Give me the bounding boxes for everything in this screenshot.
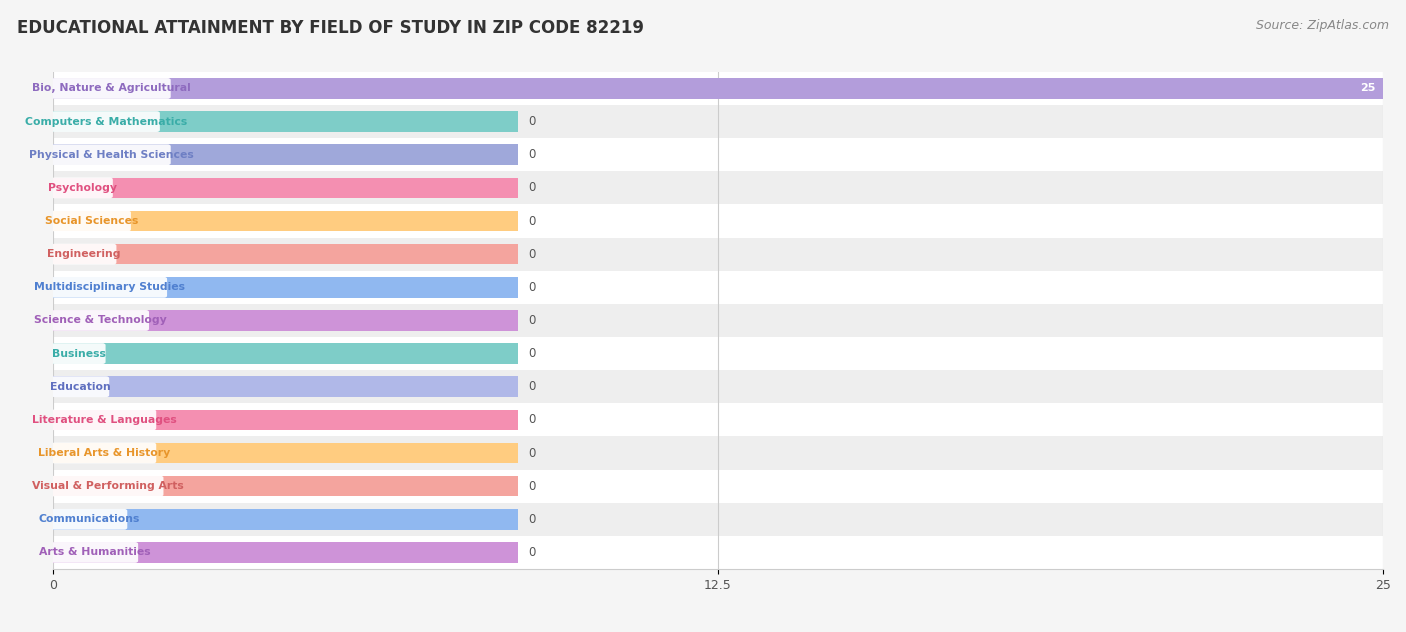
- Text: 0: 0: [527, 281, 536, 294]
- Bar: [52, 210, 519, 231]
- Text: 0: 0: [527, 546, 536, 559]
- Text: 0: 0: [527, 513, 536, 526]
- Bar: [52, 437, 1384, 470]
- FancyBboxPatch shape: [52, 542, 138, 563]
- FancyBboxPatch shape: [52, 310, 149, 331]
- Bar: [52, 111, 519, 132]
- Text: 0: 0: [527, 181, 536, 195]
- Bar: [52, 470, 1384, 502]
- FancyBboxPatch shape: [52, 410, 156, 430]
- Bar: [52, 370, 1384, 403]
- Text: 25: 25: [1360, 83, 1375, 94]
- Text: Liberal Arts & History: Liberal Arts & History: [38, 448, 170, 458]
- Bar: [52, 78, 1384, 99]
- Text: Arts & Humanities: Arts & Humanities: [39, 547, 150, 557]
- Bar: [52, 343, 519, 364]
- Text: Social Sciences: Social Sciences: [45, 216, 138, 226]
- FancyBboxPatch shape: [52, 144, 170, 165]
- FancyBboxPatch shape: [52, 111, 160, 132]
- Text: Business: Business: [52, 349, 105, 358]
- Bar: [52, 542, 519, 562]
- Text: Communications: Communications: [39, 514, 141, 525]
- Bar: [52, 509, 519, 530]
- FancyBboxPatch shape: [52, 376, 110, 397]
- Bar: [52, 178, 519, 198]
- Bar: [52, 105, 1384, 138]
- Text: 0: 0: [527, 480, 536, 493]
- Text: Literature & Languages: Literature & Languages: [31, 415, 176, 425]
- Bar: [52, 204, 1384, 238]
- Text: Computers & Mathematics: Computers & Mathematics: [24, 116, 187, 126]
- Bar: [52, 171, 1384, 204]
- Bar: [52, 403, 1384, 437]
- Text: 0: 0: [527, 248, 536, 260]
- Text: Education: Education: [51, 382, 111, 392]
- Bar: [52, 270, 1384, 304]
- Bar: [52, 277, 519, 298]
- Bar: [52, 244, 519, 264]
- Bar: [52, 145, 519, 165]
- Bar: [52, 304, 1384, 337]
- Bar: [52, 72, 1384, 105]
- Bar: [52, 410, 519, 430]
- Bar: [52, 443, 519, 463]
- Text: Psychology: Psychology: [48, 183, 117, 193]
- Text: 0: 0: [527, 347, 536, 360]
- Text: Bio, Nature & Agricultural: Bio, Nature & Agricultural: [32, 83, 191, 94]
- Bar: [52, 502, 1384, 536]
- Text: Engineering: Engineering: [48, 249, 121, 259]
- FancyBboxPatch shape: [52, 78, 170, 99]
- Text: Visual & Performing Arts: Visual & Performing Arts: [32, 481, 183, 491]
- Text: Source: ZipAtlas.com: Source: ZipAtlas.com: [1256, 19, 1389, 32]
- Text: Science & Technology: Science & Technology: [34, 315, 167, 325]
- Text: 0: 0: [527, 115, 536, 128]
- Text: 0: 0: [527, 214, 536, 228]
- FancyBboxPatch shape: [52, 476, 163, 497]
- Bar: [52, 238, 1384, 270]
- Text: 0: 0: [527, 446, 536, 459]
- Text: 0: 0: [527, 413, 536, 427]
- Text: Multidisciplinary Studies: Multidisciplinary Studies: [34, 283, 184, 292]
- FancyBboxPatch shape: [52, 210, 131, 231]
- FancyBboxPatch shape: [52, 277, 167, 298]
- FancyBboxPatch shape: [52, 178, 112, 198]
- Bar: [52, 337, 1384, 370]
- FancyBboxPatch shape: [52, 343, 105, 364]
- FancyBboxPatch shape: [52, 244, 117, 265]
- Bar: [52, 476, 519, 496]
- Bar: [52, 377, 519, 397]
- Bar: [52, 138, 1384, 171]
- FancyBboxPatch shape: [52, 509, 128, 530]
- Text: 0: 0: [527, 314, 536, 327]
- Text: 0: 0: [527, 380, 536, 393]
- Bar: [52, 536, 1384, 569]
- FancyBboxPatch shape: [52, 442, 156, 463]
- Text: 0: 0: [527, 149, 536, 161]
- Bar: [52, 310, 519, 331]
- Text: Physical & Health Sciences: Physical & Health Sciences: [28, 150, 194, 160]
- Text: EDUCATIONAL ATTAINMENT BY FIELD OF STUDY IN ZIP CODE 82219: EDUCATIONAL ATTAINMENT BY FIELD OF STUDY…: [17, 19, 644, 37]
